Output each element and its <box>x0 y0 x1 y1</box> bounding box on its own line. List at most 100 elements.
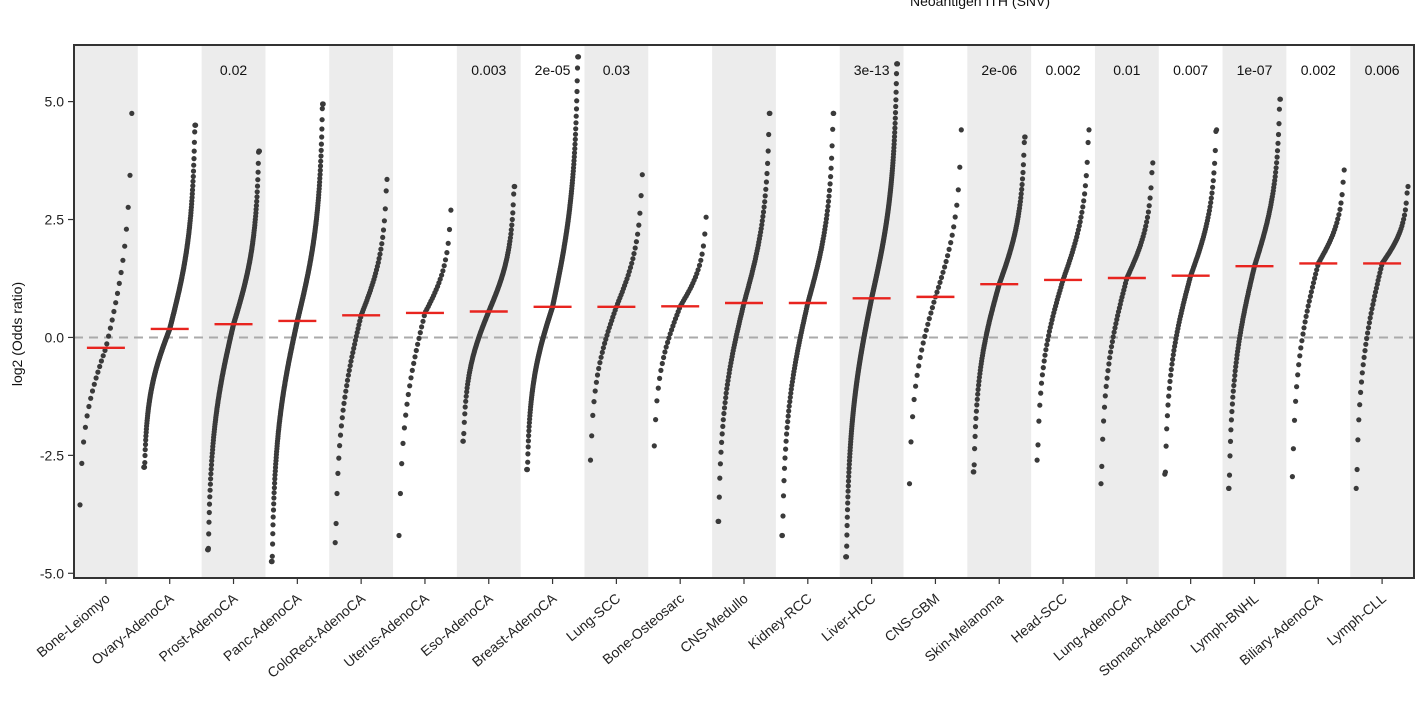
data-point <box>603 336 609 342</box>
data-point <box>507 235 513 241</box>
data-point <box>1038 380 1045 386</box>
data-point <box>572 141 578 147</box>
data-point <box>1302 319 1308 325</box>
data-point <box>761 204 767 210</box>
data-point <box>1305 303 1311 309</box>
data-point <box>1098 481 1104 487</box>
data-point <box>1021 139 1027 146</box>
data-point <box>525 451 531 457</box>
data-point <box>719 431 725 437</box>
data-point <box>593 379 600 385</box>
data-point <box>206 519 212 525</box>
data-point <box>1021 152 1027 158</box>
data-point <box>760 213 766 220</box>
data-point <box>255 169 261 175</box>
data-point <box>954 202 960 208</box>
data-point <box>718 449 724 455</box>
data-point <box>781 478 787 484</box>
data-point <box>408 375 414 381</box>
column-shade <box>967 45 1032 578</box>
data-point <box>1297 353 1303 359</box>
data-point <box>191 148 197 154</box>
data-point <box>339 415 345 421</box>
data-point <box>654 398 660 404</box>
data-point <box>1036 418 1042 424</box>
data-point <box>700 243 707 249</box>
data-point <box>830 126 836 132</box>
data-point <box>787 399 793 405</box>
data-point <box>1020 162 1026 168</box>
data-point <box>1314 267 1320 273</box>
data-point <box>332 540 338 546</box>
data-point <box>659 360 665 367</box>
data-point <box>189 191 195 197</box>
data-point <box>592 388 598 394</box>
p-value-label: 0.02 <box>220 62 247 78</box>
data-point <box>442 257 449 263</box>
data-point <box>317 163 324 169</box>
column-shade <box>1094 45 1159 578</box>
data-point <box>401 425 407 431</box>
data-point <box>661 354 667 361</box>
data-point <box>920 340 926 346</box>
data-point <box>1336 212 1342 218</box>
y-tick-label: 0.0 <box>45 329 65 345</box>
data-point <box>271 495 277 501</box>
data-point <box>462 404 468 410</box>
data-point <box>782 455 788 461</box>
data-point <box>379 241 385 247</box>
data-point <box>86 403 92 410</box>
data-point <box>1101 404 1108 410</box>
data-point <box>951 224 957 230</box>
data-point <box>1231 382 1237 389</box>
data-point <box>630 256 636 262</box>
data-point <box>1145 209 1151 215</box>
data-point <box>843 554 850 560</box>
data-point <box>925 321 931 327</box>
data-point <box>717 475 723 481</box>
data-point <box>405 391 411 398</box>
data-point <box>1362 348 1368 354</box>
data-point <box>397 490 403 497</box>
data-point <box>1338 200 1344 206</box>
data-point <box>597 360 603 366</box>
data-point <box>116 280 122 286</box>
p-value-label: 2e-05 <box>535 62 571 78</box>
data-point <box>846 461 852 467</box>
data-point <box>1018 191 1024 197</box>
data-point <box>1365 330 1371 336</box>
data-point <box>142 452 148 459</box>
data-point <box>1308 289 1314 295</box>
data-point <box>917 354 923 361</box>
data-point <box>439 272 445 278</box>
data-point <box>526 433 532 439</box>
data-point <box>825 198 832 204</box>
data-point <box>208 476 214 482</box>
data-point <box>1290 446 1296 452</box>
data-point <box>84 413 90 419</box>
data-point <box>421 313 427 319</box>
data-point <box>88 395 94 401</box>
data-point <box>347 363 353 369</box>
data-point <box>272 480 278 486</box>
data-point <box>926 316 932 322</box>
data-point <box>699 251 705 257</box>
data-point <box>319 126 325 132</box>
data-point <box>380 234 386 240</box>
data-point <box>209 458 215 464</box>
data-point <box>1099 463 1105 469</box>
data-point <box>717 461 724 467</box>
data-point <box>938 274 945 281</box>
data-point <box>828 165 834 171</box>
data-point <box>1214 127 1220 133</box>
data-point <box>254 198 260 204</box>
plot-frame <box>73 44 1415 579</box>
data-point <box>942 264 948 270</box>
data-point <box>512 183 518 190</box>
data-point <box>1041 358 1047 364</box>
data-point <box>1100 436 1106 442</box>
data-point <box>724 386 730 392</box>
data-point <box>1020 169 1026 176</box>
data-point <box>931 299 937 305</box>
